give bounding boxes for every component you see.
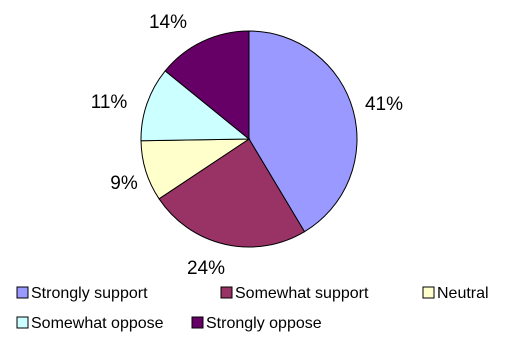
legend-swatch-strongly-oppose: [191, 316, 204, 329]
pie-slice-somewhat-support: [158, 138, 306, 248]
legend-swatch-somewhat-support: [220, 286, 233, 299]
slice-label-strongly-oppose: 14%: [149, 12, 187, 33]
slice-label-strongly-support: 41%: [365, 94, 403, 115]
slice-label-somewhat-oppose: 11%: [91, 92, 128, 113]
pie-slice-somewhat-oppose: [140, 70, 251, 142]
legend-label-somewhat-oppose: Somewhat oppose: [31, 315, 164, 332]
slice-labels: 41% 24% 9% 11% 14%: [91, 12, 403, 279]
pie-slice-strongly-oppose: [164, 30, 250, 141]
pie-slices: [140, 30, 358, 248]
legend-swatch-neutral: [422, 286, 435, 299]
legend-swatch-somewhat-oppose: [16, 316, 29, 329]
slice-label-neutral: 9%: [110, 173, 138, 194]
slice-label-somewhat-support: 24%: [187, 258, 225, 279]
legend: Strongly support Somewhat support Neutral S…: [16, 285, 489, 332]
legend-label-strongly-support: Strongly support: [31, 285, 148, 302]
legend-swatch-strongly-support: [16, 286, 29, 299]
pie-slice-strongly-support: [248, 30, 358, 233]
legend-label-somewhat-support: Somewhat support: [235, 285, 369, 302]
legend-label-strongly-oppose: Strongly oppose: [206, 315, 322, 332]
legend-label-neutral: Neutral: [437, 285, 489, 302]
